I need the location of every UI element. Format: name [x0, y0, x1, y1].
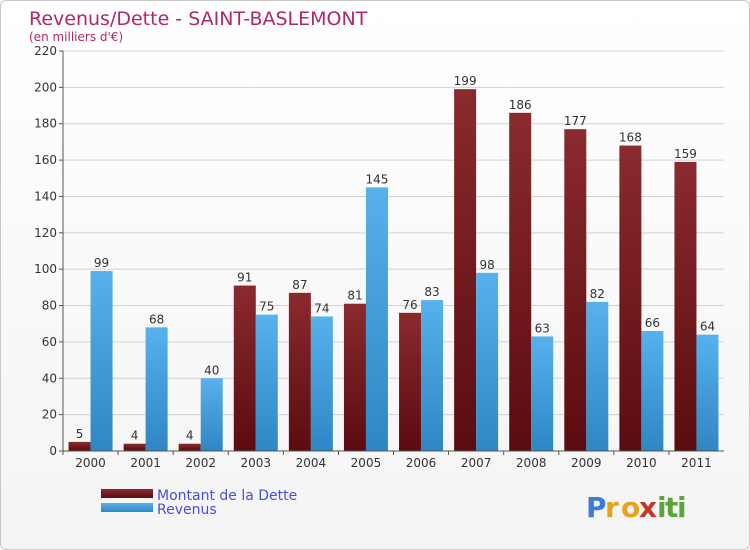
- bar-revenus: [421, 300, 444, 451]
- y-tick-label: 60: [42, 335, 57, 349]
- data-label: 40: [204, 363, 219, 377]
- logo-letter: t: [665, 491, 678, 524]
- logo-letter: P: [586, 491, 607, 524]
- bar-dette: [454, 89, 477, 451]
- x-tick-label: 2011: [681, 456, 712, 470]
- legend-label-revenus: Revenus: [157, 502, 217, 518]
- x-tick-label: 2003: [241, 456, 272, 470]
- logo-letter: i: [657, 491, 667, 524]
- x-tick-label: 2000: [75, 456, 106, 470]
- data-label: 66: [645, 316, 660, 330]
- data-label: 81: [347, 289, 362, 303]
- bar-dette: [288, 292, 311, 451]
- x-tick-label: 2009: [571, 456, 602, 470]
- legend-swatch-debt: [101, 489, 153, 498]
- data-label: 75: [259, 300, 274, 314]
- logo-letter: o: [621, 491, 640, 524]
- bar-revenus: [531, 336, 554, 451]
- data-label: 99: [94, 256, 109, 270]
- data-label: 159: [674, 147, 697, 161]
- bar-revenus: [90, 271, 113, 451]
- bar-dette: [123, 443, 146, 451]
- x-tick-label: 2001: [130, 456, 161, 470]
- y-tick-label: 0: [49, 444, 57, 458]
- logo-letter: x: [639, 491, 657, 524]
- bar-revenus: [200, 378, 223, 451]
- bar-revenus: [365, 187, 388, 451]
- data-label: 91: [237, 271, 252, 285]
- x-tick-label: 2002: [185, 456, 216, 470]
- y-axis-ticks: 0 20 40 60 80 100 120 140 160 180 200 220: [34, 44, 63, 458]
- chart-title: Revenus/Dette - SAINT-BASLEMONT: [29, 8, 368, 30]
- proxiti-logo: Pr ox iti: [586, 491, 687, 524]
- data-label: 177: [564, 114, 587, 128]
- data-label: 87: [292, 278, 307, 292]
- bar-dette: [233, 285, 256, 451]
- data-label: 199: [454, 74, 477, 88]
- grid: [63, 50, 724, 416]
- y-tick-label: 180: [34, 117, 57, 131]
- x-tick-label: 2005: [351, 456, 382, 470]
- y-tick-label: 160: [34, 153, 57, 167]
- bar-revenus: [696, 334, 719, 451]
- data-label: 98: [479, 258, 494, 272]
- bar-dette: [564, 129, 587, 451]
- data-label: 145: [366, 172, 389, 186]
- y-tick-label: 200: [34, 80, 57, 94]
- bar-dette: [674, 161, 697, 451]
- y-tick-label: 100: [34, 262, 57, 276]
- data-label: 63: [535, 321, 550, 335]
- bar-dette: [509, 112, 532, 452]
- x-tick-label: 2008: [516, 456, 547, 470]
- bar-revenus: [641, 331, 664, 451]
- data-label: 83: [424, 285, 439, 299]
- x-tick-label: 2007: [461, 456, 492, 470]
- bar-dette: [619, 145, 642, 451]
- bars: [68, 89, 719, 452]
- data-labels: 5 99 4 68 4 40 91 75 87 74 81 145 76 83 199 98 186 63 177 8…: [76, 74, 715, 443]
- bar-dette: [343, 303, 366, 451]
- bar-revenus: [145, 327, 168, 451]
- chart-subtitle: (en milliers d'€): [29, 30, 123, 44]
- y-tick-label: 40: [42, 371, 57, 385]
- data-label: 68: [149, 312, 164, 326]
- data-label: 74: [314, 301, 329, 315]
- x-tick-label: 2004: [296, 456, 327, 470]
- bar-revenus: [255, 314, 278, 451]
- x-axis-ticks: 2000 2001 2002 2003 2004 2005 2006 2007 2008 2009…: [62, 451, 712, 470]
- bar-dette: [399, 312, 422, 451]
- logo-letter: r: [605, 491, 619, 524]
- y-tick-label: 80: [42, 299, 57, 313]
- x-tick-label: 2010: [626, 456, 657, 470]
- bar-revenus: [310, 316, 333, 451]
- logo-letter: i: [677, 491, 687, 524]
- data-label: 64: [700, 320, 715, 334]
- data-label: 76: [402, 298, 417, 312]
- legend: Montant de la Dette Revenus: [101, 488, 297, 518]
- legend-label-debt: Montant de la Dette: [157, 488, 297, 504]
- y-tick-label: 140: [34, 189, 57, 203]
- data-label: 186: [509, 98, 532, 112]
- bar-revenus: [586, 301, 609, 451]
- data-label: 82: [590, 287, 605, 301]
- data-label: 4: [186, 429, 194, 443]
- data-label: 168: [619, 131, 642, 145]
- y-tick-label: 220: [34, 44, 57, 58]
- data-label: 4: [131, 429, 139, 443]
- bar-revenus: [476, 272, 499, 451]
- x-tick-label: 2006: [406, 456, 437, 470]
- y-tick-label: 120: [34, 226, 57, 240]
- legend-swatch-revenus: [101, 503, 153, 512]
- data-label: 5: [76, 427, 84, 441]
- bar-dette: [178, 443, 201, 451]
- y-tick-label: 20: [42, 408, 57, 422]
- bar-dette: [68, 441, 91, 451]
